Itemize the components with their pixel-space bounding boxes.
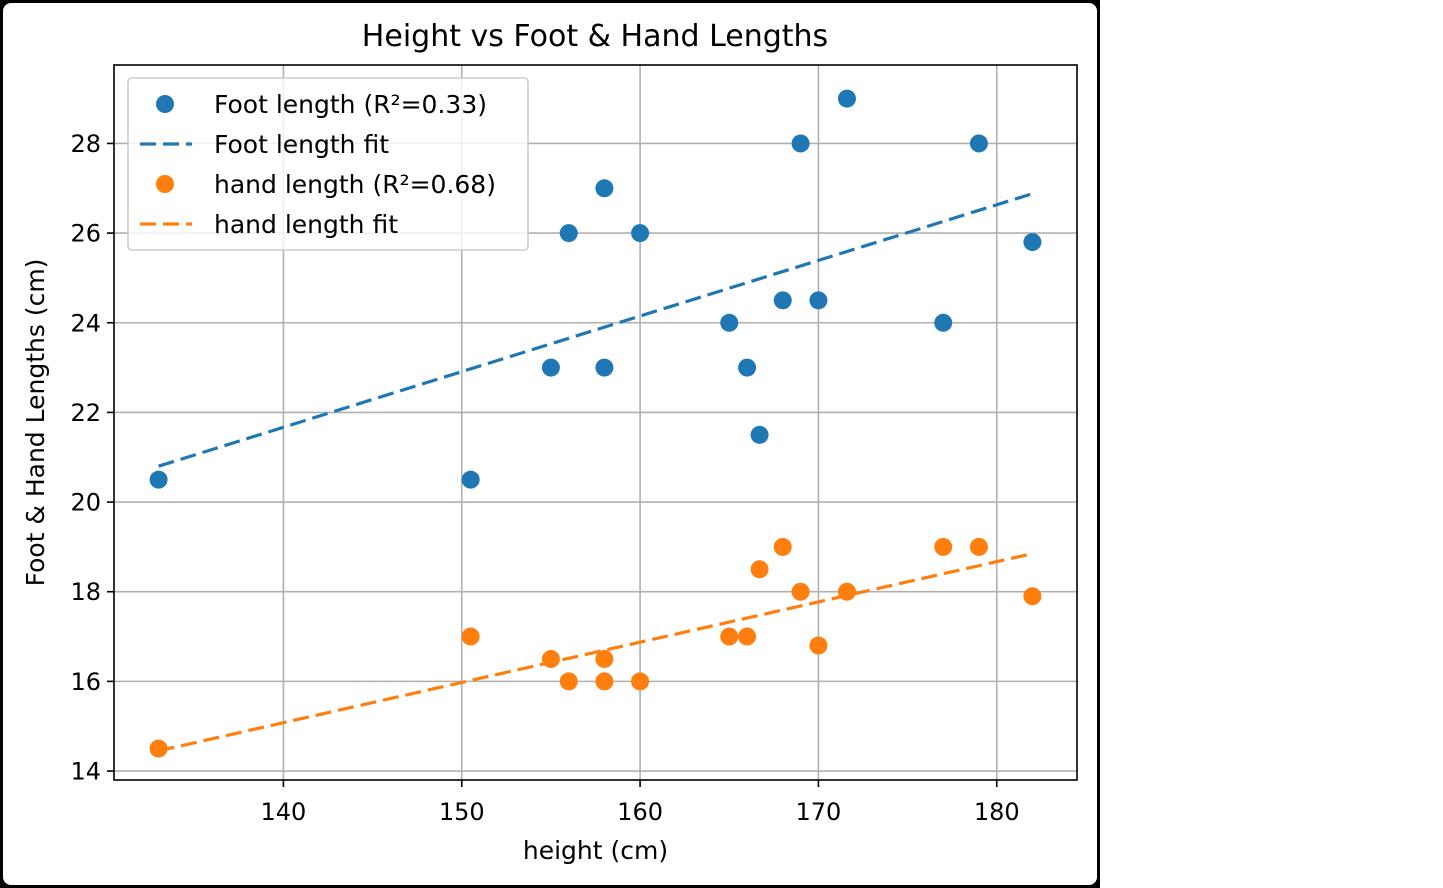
legend-label: Foot length (R²=0.33) (214, 90, 487, 119)
plot-frame (113, 64, 1078, 781)
hand-data-point (773, 537, 792, 556)
foot-data-point (750, 425, 769, 444)
y-tick-label: 26 (70, 220, 101, 248)
hand-data-point (1023, 587, 1042, 606)
x-axis-ticks: 140 150 160 170 180 (261, 780, 1020, 826)
foot-data-point (934, 313, 953, 332)
foot-data-point (631, 224, 650, 243)
foot-data-point (791, 134, 810, 153)
foot-data-point (595, 179, 614, 198)
y-axis-ticks: 14 16 18 20 22 24 26 28 (70, 130, 114, 786)
hand-data-point (791, 582, 810, 601)
foot-data-point (969, 134, 988, 153)
y-axis-label: Foot & Hand Lengths (cm) (21, 259, 50, 587)
y-tick-label: 16 (70, 668, 101, 696)
foot-data-point (149, 470, 168, 489)
hand-data-point (934, 537, 953, 556)
legend-label: hand length (R²=0.68) (214, 170, 496, 199)
foot-data-point (837, 89, 856, 108)
foot-data-point (1023, 233, 1042, 252)
legend-marker (156, 95, 174, 113)
foot-data-point (809, 291, 828, 310)
legend-marker (156, 175, 174, 193)
x-tick-label: 180 (974, 798, 1020, 826)
y-tick-label: 24 (70, 309, 101, 337)
hand-data-point (541, 649, 560, 668)
legend-label: hand length fit (214, 210, 398, 239)
y-tick-label: 28 (70, 130, 101, 158)
foot-fit-line (158, 192, 1033, 468)
hand-data-point (809, 636, 828, 655)
foot-data-point (559, 224, 578, 243)
data-points (149, 89, 1042, 758)
hand-data-point (750, 560, 769, 579)
y-tick-label: 20 (70, 489, 101, 517)
x-tick-label: 160 (617, 798, 663, 826)
y-tick-label: 18 (70, 578, 101, 606)
x-tick-label: 150 (439, 798, 485, 826)
foot-data-point (461, 470, 480, 489)
hand-data-point (631, 672, 650, 691)
hand-data-point (969, 537, 988, 556)
hand-data-point (149, 739, 168, 758)
foot-data-point (595, 358, 614, 377)
hand-data-point (559, 672, 578, 691)
foot-data-point (541, 358, 560, 377)
hand-data-point (595, 649, 614, 668)
legend-box (127, 77, 529, 251)
chart-title: Height vs Foot & Hand Lengths (362, 19, 828, 54)
foot-data-point (720, 313, 739, 332)
hand-data-point (461, 627, 480, 646)
x-tick-label: 140 (261, 798, 307, 826)
x-axis-label: height (cm) (523, 836, 668, 865)
y-tick-label: 14 (70, 758, 101, 786)
foot-data-point (738, 358, 757, 377)
fit-lines (158, 192, 1033, 753)
hand-data-point (837, 582, 856, 601)
x-tick-label: 170 (796, 798, 842, 826)
y-tick-label: 22 (70, 399, 101, 427)
hand-data-point (720, 627, 739, 646)
legend: Foot length (R²=0.33) Foot length fit hand… (127, 77, 529, 251)
hand-data-point (738, 627, 757, 646)
blank-area (1100, 0, 1443, 888)
hand-data-point (595, 672, 614, 691)
hand-fit-line (158, 552, 1033, 753)
foot-data-point (773, 291, 792, 310)
legend-label: Foot length fit (214, 130, 389, 159)
figure-card: Height vs Foot & Hand Lengths 140 150 160 1… (3, 3, 1097, 885)
chart-figure: Height vs Foot & Hand Lengths 140 150 160 1… (21, 19, 1078, 865)
